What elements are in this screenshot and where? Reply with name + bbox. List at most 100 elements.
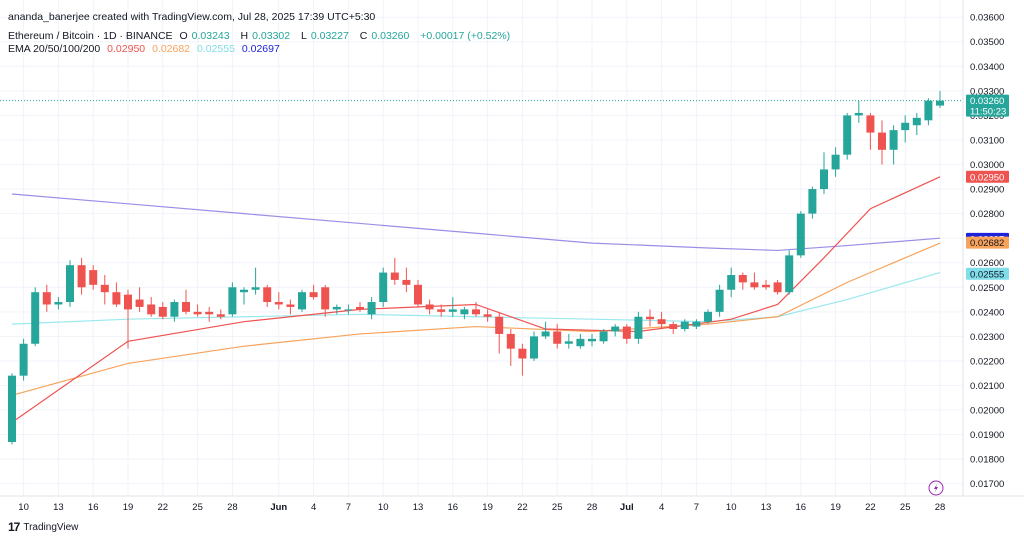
candle-down (738, 272, 747, 290)
candle-up (530, 331, 538, 361)
ema20-line (11, 176, 941, 423)
price-tick-label: 0.01900 (970, 430, 1004, 441)
chart-credit: ananda_banerjee created with TradingView… (8, 11, 376, 23)
candle-down (77, 257, 86, 295)
candle-up (912, 112, 921, 136)
candle-down (182, 289, 190, 315)
candle-down (42, 284, 51, 312)
last-price-tag-countdown: 11:50:23 (970, 107, 1006, 118)
candle-down (89, 265, 98, 290)
close-value: 0.03260 (371, 30, 410, 42)
candle-up (715, 284, 724, 317)
candle-up (564, 333, 573, 349)
candle-body (680, 321, 689, 330)
candle-up (379, 267, 388, 307)
time-tick-label: 16 (88, 502, 99, 513)
candle-up (680, 319, 689, 332)
candle-up (54, 297, 63, 310)
ema20-tag-text: 0.02950 (970, 172, 1004, 183)
candle-up (924, 98, 933, 126)
time-tick-label: 16 (796, 502, 807, 513)
candle-body (251, 287, 260, 290)
candle-body (541, 331, 550, 337)
time-tick-label: 25 (900, 502, 911, 513)
ema50-value: 0.02682 (152, 43, 191, 55)
ema200-value: 0.02697 (241, 43, 280, 55)
candle-up (367, 297, 376, 320)
candle-body (518, 348, 527, 359)
candle-body (8, 375, 16, 442)
candle-body (634, 316, 643, 339)
candle-body (135, 299, 144, 307)
candle-down (425, 299, 434, 315)
candle-down (472, 302, 480, 317)
price-tick-label: 0.02200 (970, 356, 1004, 367)
time-tick-label: 25 (552, 502, 563, 513)
high-label: H (240, 30, 249, 42)
candle-down (518, 343, 527, 376)
candle-down (506, 329, 515, 366)
candle-body (402, 279, 411, 285)
candle-down (216, 309, 225, 320)
candle-down (286, 299, 295, 315)
candle-up (936, 90, 944, 109)
candle-body (54, 302, 63, 305)
candle-down (495, 311, 504, 354)
ema-legend[interactable]: EMA 20/50/100/200 0.02950 0.02682 0.0255… (8, 43, 284, 55)
candle-body (344, 309, 353, 311)
time-tick-label: 19 (482, 502, 493, 513)
candle-up (344, 304, 353, 315)
price-tick-label: 0.01800 (970, 455, 1004, 466)
time-tick-label: 10 (18, 502, 29, 513)
time-axis[interactable]: 10 13 16 19 22 25 28 Jun 4 7 10 13 16 19 22 25 28 Jul 4 7 10… (18, 502, 945, 513)
candle-up (298, 289, 306, 312)
candle-body (506, 333, 515, 349)
candle-body (425, 304, 434, 310)
time-tick-label: 10 (726, 502, 737, 513)
time-tick-label: 22 (158, 502, 169, 513)
time-tick-label: 4 (659, 502, 664, 513)
time-tick-label: 10 (378, 502, 389, 513)
time-tick-label: 7 (346, 502, 351, 513)
candle-down (762, 279, 770, 290)
candle-body (182, 302, 190, 312)
time-tick-label: Jun (270, 502, 287, 513)
candle-up (785, 250, 794, 295)
time-tick-label: 25 (192, 502, 203, 513)
price-tags: 0.029500.026970.026820.025550.0326011:50… (966, 94, 1009, 280)
time-tick-label: 16 (448, 502, 459, 513)
candle-body (866, 115, 875, 133)
time-tick-label: 19 (123, 502, 134, 513)
candle-body (390, 272, 399, 280)
candle-body (263, 287, 272, 303)
time-tick-label: 28 (227, 502, 238, 513)
candle-body (205, 311, 214, 315)
tradingview-logo-text: TradingView (23, 521, 79, 533)
lightning-icon[interactable] (928, 480, 944, 496)
price-axis[interactable]: 0.036000.035000.034000.033000.032000.031… (970, 13, 1004, 491)
symbol-legend[interactable]: Ethereum / Bitcoin · 1D · BINANCE O 0.032… (8, 30, 514, 42)
ema100-value: 0.02555 (196, 43, 235, 55)
candle-down (274, 292, 283, 310)
time-tick-label: 13 (53, 502, 64, 513)
last-price-tag (966, 94, 1009, 117)
candle-down (750, 272, 759, 290)
time-tick-label: Jul (620, 502, 634, 513)
candle-down (100, 275, 109, 305)
candle-up (704, 309, 712, 325)
candle-down (135, 287, 144, 312)
candle-down (646, 309, 654, 327)
candle-body (924, 100, 933, 121)
price-tick-label: 0.02800 (970, 209, 1004, 220)
candle-body (19, 343, 28, 376)
candle-up (448, 297, 457, 317)
candle-up (796, 211, 805, 258)
candle-body (31, 292, 40, 344)
candle-body (379, 272, 388, 303)
tradingview-logo[interactable]: 17 TradingView (8, 520, 78, 534)
candle-up (460, 306, 469, 320)
candle-body (414, 284, 422, 305)
candle-body (936, 100, 944, 106)
candle-body (889, 130, 898, 150)
